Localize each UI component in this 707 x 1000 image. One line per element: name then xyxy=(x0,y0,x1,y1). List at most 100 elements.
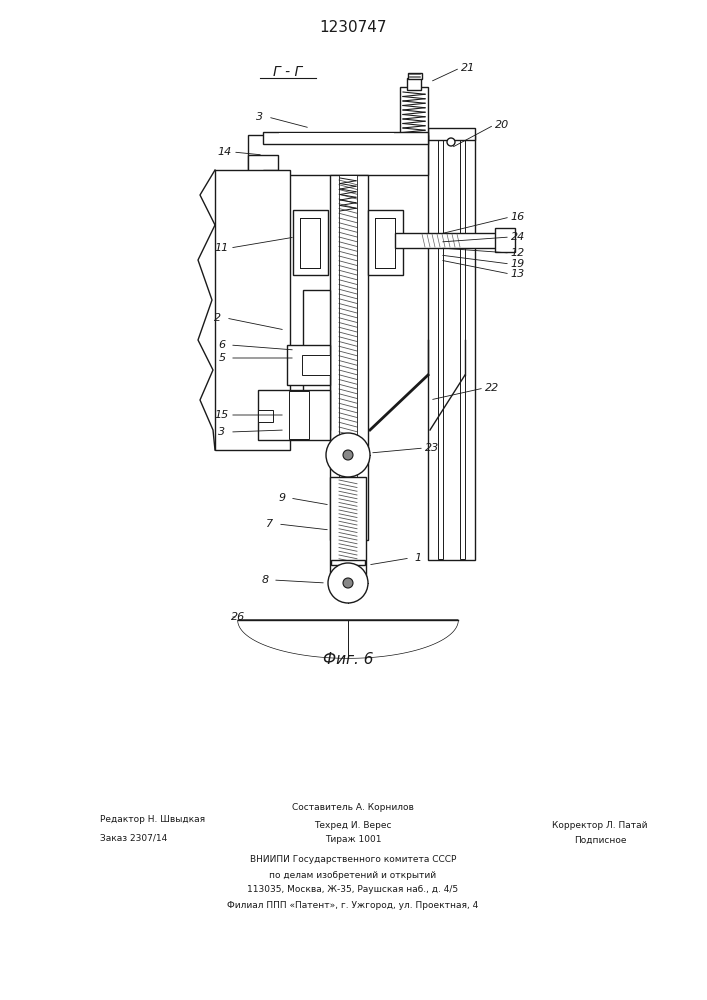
Bar xyxy=(331,478,339,579)
Bar xyxy=(248,155,278,195)
Bar xyxy=(375,218,395,268)
Bar xyxy=(248,135,428,175)
Bar xyxy=(330,175,368,540)
Text: 12: 12 xyxy=(511,248,525,258)
Bar xyxy=(303,290,330,430)
Bar xyxy=(318,291,328,429)
Bar xyxy=(408,73,422,79)
Text: 3: 3 xyxy=(218,427,226,437)
Text: 14: 14 xyxy=(218,147,232,157)
Bar xyxy=(502,232,514,248)
Text: 2: 2 xyxy=(214,313,221,323)
Bar xyxy=(428,135,475,560)
Text: Заказ 2307/14: Заказ 2307/14 xyxy=(100,834,168,842)
Bar xyxy=(396,234,421,247)
Bar xyxy=(400,87,428,140)
Bar xyxy=(263,132,428,144)
Bar xyxy=(259,391,289,439)
Bar xyxy=(368,210,403,275)
Text: 8: 8 xyxy=(262,575,269,585)
Text: 24: 24 xyxy=(511,232,525,242)
Bar xyxy=(428,128,475,140)
Text: 19: 19 xyxy=(511,259,525,269)
Circle shape xyxy=(328,563,368,603)
Text: 26: 26 xyxy=(231,612,245,622)
Text: Составитель А. Корнилов: Составитель А. Корнилов xyxy=(292,804,414,812)
Bar xyxy=(216,171,231,449)
Text: 21: 21 xyxy=(461,63,475,73)
Text: 7: 7 xyxy=(267,519,274,529)
Bar xyxy=(215,170,290,450)
Text: Редактор Н. Швыдкая: Редактор Н. Швыдкая xyxy=(100,816,205,824)
Bar xyxy=(358,176,367,539)
Circle shape xyxy=(326,433,370,477)
Bar xyxy=(258,390,330,440)
Text: 113035, Москва, Ж-35, Раушская наб., д. 4/5: 113035, Москва, Ж-35, Раушская наб., д. … xyxy=(247,886,459,894)
Circle shape xyxy=(447,138,455,146)
Text: 13: 13 xyxy=(511,269,525,279)
Text: 23: 23 xyxy=(425,443,439,453)
Text: 22: 22 xyxy=(485,383,499,393)
Bar xyxy=(407,78,421,90)
Bar xyxy=(264,133,427,143)
Bar xyxy=(358,478,365,579)
Bar xyxy=(304,291,314,429)
Bar xyxy=(375,218,395,268)
Text: 1: 1 xyxy=(414,553,421,563)
Text: ВНИИПИ Государственного комитета СССР: ВНИИПИ Государственного комитета СССР xyxy=(250,856,456,864)
Bar xyxy=(438,136,465,559)
Bar xyxy=(416,79,420,89)
Text: 16: 16 xyxy=(511,212,525,222)
Bar xyxy=(439,137,442,558)
Text: 20: 20 xyxy=(495,120,509,130)
Bar xyxy=(376,219,394,267)
Bar xyxy=(339,176,358,539)
Circle shape xyxy=(343,450,353,460)
Bar xyxy=(300,218,320,268)
Bar xyxy=(263,170,278,180)
Circle shape xyxy=(343,578,353,588)
Bar xyxy=(279,133,394,143)
Text: Фиг. 6: Фиг. 6 xyxy=(323,652,373,668)
Bar xyxy=(429,136,474,559)
Bar xyxy=(331,176,339,539)
Bar xyxy=(495,228,515,252)
Bar xyxy=(369,211,402,274)
Bar xyxy=(395,233,510,248)
Bar xyxy=(331,560,365,565)
Text: 11: 11 xyxy=(215,243,229,253)
Text: 1230747: 1230747 xyxy=(320,20,387,35)
Bar xyxy=(412,136,427,174)
Bar xyxy=(302,355,330,375)
Text: Корректор Л. Патай: Корректор Л. Патай xyxy=(552,820,648,830)
Bar xyxy=(460,136,465,559)
Text: Филиал ППП «Патент», г. Ужгород, ул. Проектная, 4: Филиал ППП «Патент», г. Ужгород, ул. Про… xyxy=(228,900,479,910)
Text: Подписное: Подписное xyxy=(574,836,626,844)
Text: 5: 5 xyxy=(218,353,226,363)
Text: 6: 6 xyxy=(218,340,226,350)
Bar xyxy=(429,129,474,139)
Bar xyxy=(301,219,319,267)
Text: 9: 9 xyxy=(279,493,286,503)
Bar xyxy=(259,411,272,421)
Bar xyxy=(408,79,413,89)
Text: Техред И. Верес: Техред И. Верес xyxy=(314,820,392,830)
Bar xyxy=(293,210,328,275)
Text: Г - Г: Г - Г xyxy=(274,65,303,79)
Bar xyxy=(294,211,327,274)
Bar xyxy=(273,171,288,449)
Bar xyxy=(438,136,443,559)
Bar xyxy=(303,356,313,374)
Bar xyxy=(249,156,262,194)
Bar xyxy=(289,391,309,439)
Bar xyxy=(258,410,273,422)
Text: 3: 3 xyxy=(257,112,264,122)
Text: Тираж 1001: Тираж 1001 xyxy=(325,836,381,844)
Bar xyxy=(287,345,330,385)
Bar xyxy=(288,346,302,384)
Text: 15: 15 xyxy=(215,410,229,420)
Bar xyxy=(249,136,264,174)
Text: по делам изобретений и открытий: по делам изобретений и открытий xyxy=(269,870,436,880)
Bar xyxy=(461,137,464,558)
Polygon shape xyxy=(238,620,458,658)
